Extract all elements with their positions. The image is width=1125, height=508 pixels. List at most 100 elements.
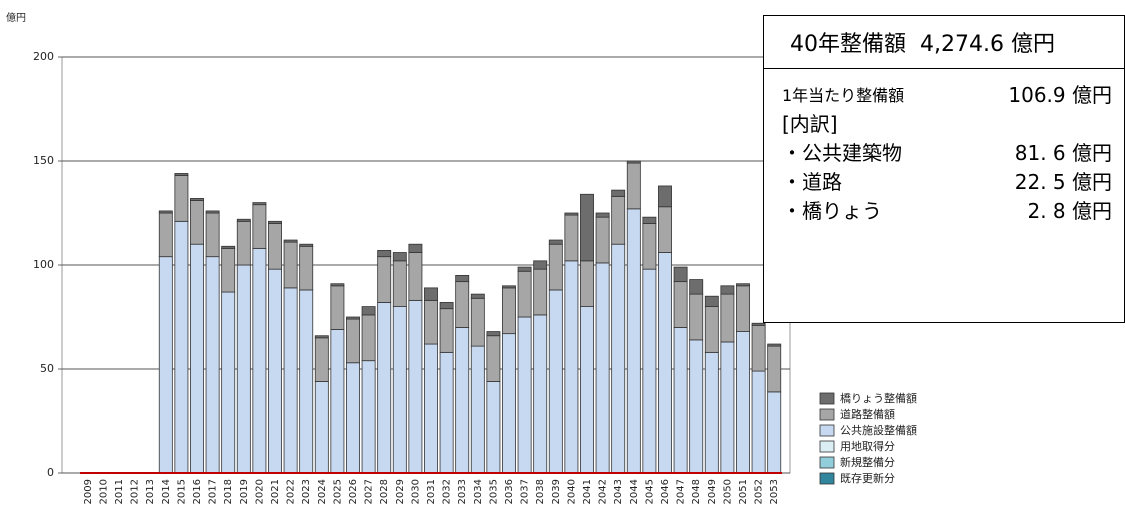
bar-segment: [767, 391, 782, 474]
bar-segment: [580, 306, 594, 474]
bar-segment: [751, 322, 766, 326]
bar-segment: [252, 204, 267, 249]
bar-segment: [658, 185, 672, 208]
x-tick-label: 2025: [332, 479, 343, 504]
x-tick-label: 2012: [130, 479, 141, 504]
y-tick-label: 150: [33, 154, 54, 167]
bar-segment: [392, 306, 407, 474]
bar-segment: [642, 268, 657, 474]
x-tick-label: 2009: [83, 479, 94, 504]
info-value: 81. 6 億円: [1014, 141, 1112, 165]
bar-segment: [595, 212, 610, 218]
info-row: ・公共建築物 81. 6 億円: [782, 139, 1124, 168]
x-tick-label: 2053: [769, 479, 780, 504]
bar-segment: [190, 243, 204, 474]
info-row: 1年当たり整備額 106.9 億円: [782, 81, 1124, 110]
bar-segment: [580, 193, 594, 262]
bar-segment: [330, 283, 345, 287]
bar-segment: [377, 250, 392, 258]
bar-segment: [455, 274, 470, 283]
bar-segment: [751, 324, 766, 372]
legend-label: 既存更新分: [840, 471, 895, 485]
bar-segment: [517, 266, 532, 272]
bar-segment: [502, 287, 516, 335]
bar-segment: [314, 381, 329, 474]
bar-segment: [486, 381, 501, 474]
bar-segment: [392, 252, 407, 262]
x-tick-label: 2029: [395, 479, 406, 504]
legend-swatch: [819, 392, 835, 405]
x-tick-label: 2027: [364, 479, 375, 504]
bar-segment: [361, 306, 376, 316]
bar-segment: [626, 208, 641, 474]
info-label: ・道路: [782, 170, 842, 194]
bar-segment: [314, 337, 329, 382]
x-tick-label: 2010: [98, 479, 109, 504]
bar-segment: [252, 202, 267, 206]
bar-segment: [439, 308, 454, 353]
bar-segment: [611, 189, 626, 197]
bar-segment: [299, 245, 314, 291]
x-tick-label: 2023: [301, 479, 312, 504]
y-tick-label: 0: [47, 466, 54, 479]
x-tick-label: 2034: [473, 479, 484, 504]
bar-segment: [158, 210, 173, 214]
bar-segment: [642, 222, 657, 270]
bar-segment: [486, 331, 501, 337]
x-tick-label: 2041: [582, 479, 593, 504]
x-tick-label: 2032: [442, 479, 453, 504]
x-tick-label: 2021: [270, 479, 281, 504]
info-value: 2. 8 億円: [1027, 199, 1112, 223]
legend-label: 道路整備額: [840, 407, 895, 421]
info-breakdown: [内訳]: [782, 112, 838, 136]
bar-segment: [564, 214, 579, 262]
x-tick-label: 2048: [691, 479, 702, 504]
info-key: 1年当たり整備額: [782, 86, 905, 105]
y-tick-label: 200: [33, 50, 54, 63]
x-tick-label: 2039: [551, 479, 562, 504]
y-tick-label: 50: [40, 362, 54, 375]
bar-segment: [361, 360, 376, 474]
x-tick-label: 2044: [629, 479, 640, 504]
bar-segment: [533, 268, 548, 316]
info-value: 106.9 億円: [1008, 83, 1112, 107]
bar-segment: [673, 326, 688, 474]
bar-segment: [158, 212, 173, 258]
x-tick-label: 2031: [426, 479, 437, 504]
bar-segment: [517, 270, 532, 318]
bar-segment: [673, 266, 688, 283]
bar-segment: [205, 256, 220, 474]
x-tick-label: 2011: [114, 479, 125, 504]
bar-segment: [299, 289, 314, 474]
bar-segment: [548, 239, 563, 245]
bar-segment: [236, 218, 251, 222]
bar-segment: [361, 314, 376, 362]
legend-swatch: [819, 440, 835, 453]
bar-segment: [205, 212, 220, 258]
x-tick-label: 2015: [176, 479, 187, 504]
legend-label: 公共施設整備額: [840, 423, 917, 437]
total-value: 4,274.6 億円: [920, 32, 1055, 57]
bar-segment: [673, 281, 688, 328]
bar-segment: [392, 260, 407, 307]
bar-segment: [268, 220, 282, 224]
bar-segment: [533, 260, 548, 270]
legend-label: 用地取得分: [840, 440, 895, 453]
total-label: 40年整備額: [790, 32, 906, 57]
bar-segment: [283, 239, 298, 243]
bar-segment: [236, 220, 251, 266]
x-tick-label: 2018: [223, 479, 234, 504]
x-tick-label: 2016: [192, 479, 203, 504]
x-tick-label: 2028: [379, 479, 390, 504]
x-tick-label: 2042: [598, 479, 609, 504]
bar-segment: [689, 339, 704, 474]
bar-segment: [174, 173, 189, 176]
bar-segment: [408, 243, 423, 253]
bar-segment: [346, 318, 360, 364]
bar-segment: [424, 343, 438, 474]
x-tick-label: 2030: [410, 479, 421, 504]
x-tick-label: 2019: [239, 479, 250, 504]
bar-segment: [190, 198, 204, 201]
bar-segment: [252, 247, 267, 474]
